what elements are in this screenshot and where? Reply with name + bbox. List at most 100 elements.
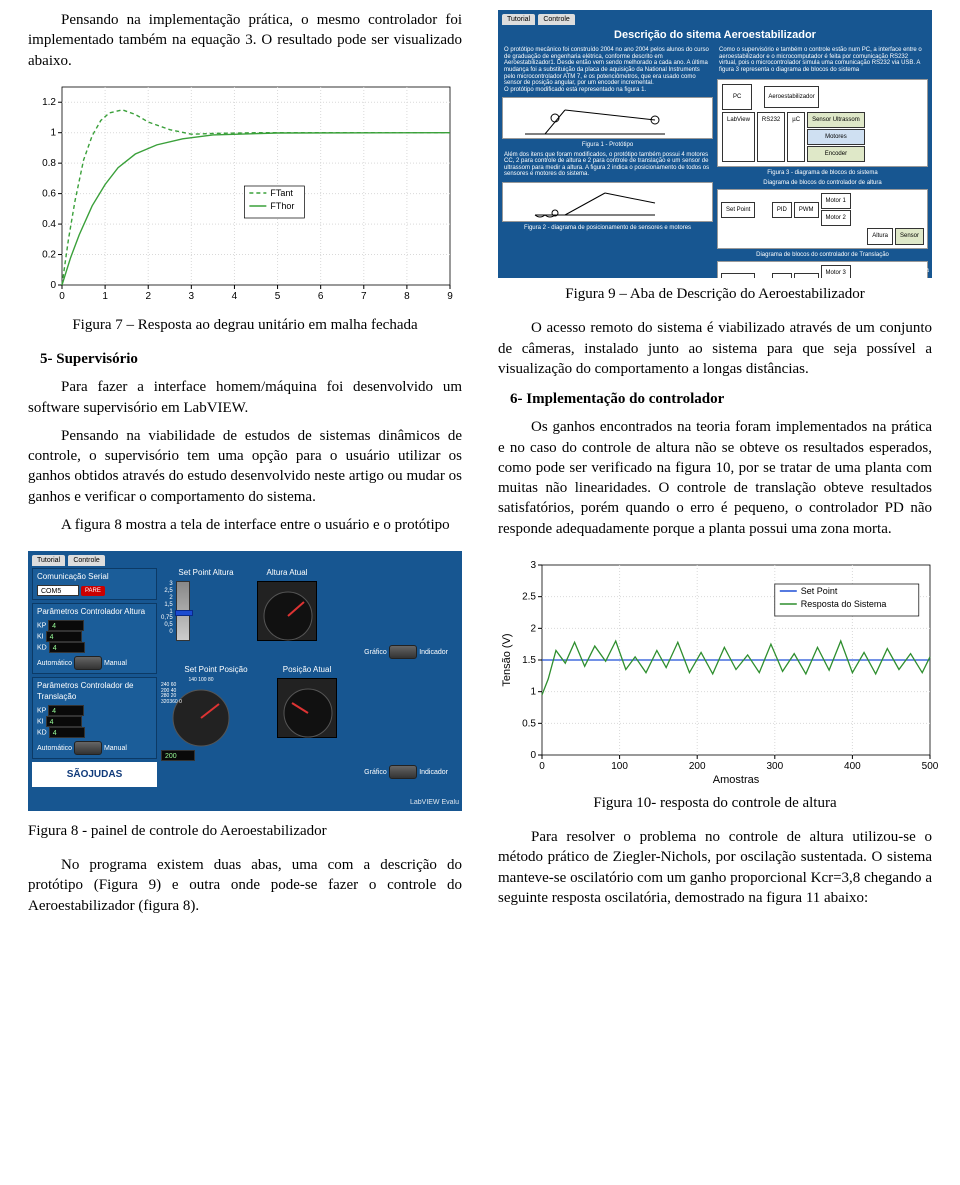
blk-pwm1: PWM xyxy=(794,202,819,218)
block-aero: Aeroestabilizador xyxy=(764,86,818,108)
indicador-label-2: Indicador xyxy=(419,769,448,776)
block-motores: Motores xyxy=(807,129,865,145)
auto-label-2: Automático xyxy=(37,745,72,752)
pare-button[interactable]: PARE xyxy=(81,586,105,596)
manual-label-1: Manual xyxy=(104,660,127,667)
svg-text:7: 7 xyxy=(361,291,367,302)
svg-text:1.2: 1.2 xyxy=(42,97,56,108)
kp-tr-input[interactable]: 4 xyxy=(48,705,84,716)
fig9-left-text-3: Além dos itens que foram modificados, o … xyxy=(502,150,713,180)
ki-alt-label: KI xyxy=(37,634,44,641)
svg-text:4: 4 xyxy=(232,291,238,302)
fig9-left-text-1: O protótipo mecânico foi construído 2004… xyxy=(504,47,709,86)
blk-m3: Motor 3 xyxy=(821,265,851,278)
tab-tutorial[interactable]: Tutorial xyxy=(502,14,535,25)
blk-pwm2: PWM xyxy=(794,273,819,278)
figure-10-caption: Figura 10- resposta do controle de altur… xyxy=(498,793,932,813)
fig9-fig3-label: Figura 3 - diagrama de blocos do sistema xyxy=(717,169,928,177)
alt-tick: 1 xyxy=(161,609,173,616)
svg-text:0: 0 xyxy=(539,761,545,772)
figure-9-caption: Figura 9 – Aba de Descrição do Aeroestab… xyxy=(498,284,932,304)
svg-text:200: 200 xyxy=(689,761,706,772)
auto-manual-switch-2[interactable] xyxy=(74,741,102,755)
after-fig8-p1: No programa existem duas abas, uma com a… xyxy=(28,855,462,916)
svg-text:300: 300 xyxy=(766,761,783,772)
fig9-left-text-2: O protótipo modificado está representado… xyxy=(504,87,646,93)
svg-text:Amostras: Amostras xyxy=(713,774,760,786)
block-encoder: Encoder xyxy=(807,146,865,162)
auto-manual-switch-1[interactable] xyxy=(74,656,102,670)
panel-title: Descrição do sitema Aeroestabilizador xyxy=(502,28,928,43)
right-p1: O acesso remoto do sistema é viabilizado… xyxy=(498,318,932,379)
sp-altura-label: Set Point Altura xyxy=(161,568,251,579)
block-labview: LabView xyxy=(722,112,755,162)
panel-tabs: Tutorial Controle xyxy=(502,14,928,25)
lbl-erro1: erro xyxy=(757,205,769,214)
kp-alt-input[interactable]: 4 xyxy=(48,620,84,631)
serial-port-select[interactable]: COM5 xyxy=(37,585,79,596)
tab-controle[interactable]: Controle xyxy=(538,14,574,25)
svg-text:400: 400 xyxy=(844,761,861,772)
svg-text:2: 2 xyxy=(145,291,151,302)
grafico-label-2: Gráfico xyxy=(364,769,387,776)
pos-atual-label: Posição Atual xyxy=(277,665,337,676)
ki-tr-input[interactable]: 4 xyxy=(46,716,82,727)
blk-sp1: Set Point xyxy=(721,202,755,218)
block-pc: PC xyxy=(722,84,752,110)
lbl-erro2: erro xyxy=(757,276,769,278)
figure-10-chart: 010020030040050000.511.522.53AmostrasTen… xyxy=(498,557,932,787)
altura-atual-label: Altura Atual xyxy=(257,568,317,579)
blk-altura: Altura xyxy=(867,228,893,244)
auto-label-1: Automático xyxy=(37,660,72,667)
svg-text:Set Point: Set Point xyxy=(801,586,838,596)
block-sensor-us: Sensor Ultrassom xyxy=(807,112,865,128)
grafico-indicador-switch-2[interactable] xyxy=(389,765,417,779)
figure-7-chart: 012345678900.20.40.60.811.2FTantFThor xyxy=(28,79,462,309)
sec5-p1: Para fazer a interface homem/máquina foi… xyxy=(28,377,462,418)
grafico-indicador-switch-1[interactable] xyxy=(389,645,417,659)
svg-text:9: 9 xyxy=(447,291,453,302)
tab-tutorial-2[interactable]: Tutorial xyxy=(32,555,65,566)
blk-sensor1: Sensor xyxy=(895,228,924,244)
svg-text:3: 3 xyxy=(189,291,195,302)
altura-slider[interactable] xyxy=(176,581,190,641)
intro-paragraph: Pensando na implementação prática, o mes… xyxy=(28,10,462,71)
svg-text:0.2: 0.2 xyxy=(42,249,56,260)
alt-tick: 0 xyxy=(161,629,173,636)
sec5-p2: Pensando na viabilidade de estudos de si… xyxy=(28,426,462,507)
svg-text:FTant: FTant xyxy=(270,188,293,198)
pos-gauge xyxy=(277,678,337,738)
indicador-label-1: Indicador xyxy=(419,649,448,656)
svg-text:5: 5 xyxy=(275,291,281,302)
svg-text:1.5: 1.5 xyxy=(522,655,536,666)
svg-text:Resposta do Sistema: Resposta do Sistema xyxy=(801,599,887,609)
sec5-p3: A figura 8 mostra a tela de interface en… xyxy=(28,515,462,535)
svg-text:500: 500 xyxy=(922,761,938,772)
sec6-p1: Os ganhos encontrados na teoria foram im… xyxy=(498,417,932,539)
pos-tick: 320360 0 xyxy=(161,700,241,706)
ki-alt-input[interactable]: 4 xyxy=(46,631,82,642)
figure-8-panel: Tutorial Controle Comunicação Serial COM… xyxy=(28,551,462,811)
kd-tr-input[interactable]: 4 xyxy=(49,727,85,738)
fig9-fig1-label: Figura 1 - Protótipo xyxy=(502,141,713,149)
kd-alt-input[interactable]: 4 xyxy=(49,642,85,653)
pos-readout[interactable]: 200 xyxy=(161,750,195,761)
params-altura-title: Parâmetros Controlador Altura xyxy=(37,607,152,618)
labview-badge-2-icon: LabVIEW Evalu xyxy=(410,798,459,807)
tab-controle-2[interactable]: Controle xyxy=(68,555,104,566)
svg-text:0.5: 0.5 xyxy=(522,718,536,729)
blk-pid2: PID xyxy=(772,273,792,278)
section-6-heading: 6- Implementação do controlador xyxy=(498,389,932,409)
sensor-position-sketch-icon xyxy=(505,185,710,221)
prototype-sketch-icon xyxy=(505,100,710,138)
kd-tr-label: KD xyxy=(37,729,47,736)
svg-text:1: 1 xyxy=(102,291,108,302)
svg-text:0: 0 xyxy=(530,750,536,761)
figure-7-caption: Figura 7 – Resposta ao degrau unitário e… xyxy=(28,315,462,335)
svg-text:FThor: FThor xyxy=(270,201,294,211)
alt-tick: 3 xyxy=(161,581,173,588)
alt-tick: 1,5 xyxy=(161,602,173,609)
svg-text:0.4: 0.4 xyxy=(42,219,56,230)
fig9-right-text-1: Como o supervisório e também o controle … xyxy=(717,47,928,76)
svg-text:100: 100 xyxy=(611,761,628,772)
